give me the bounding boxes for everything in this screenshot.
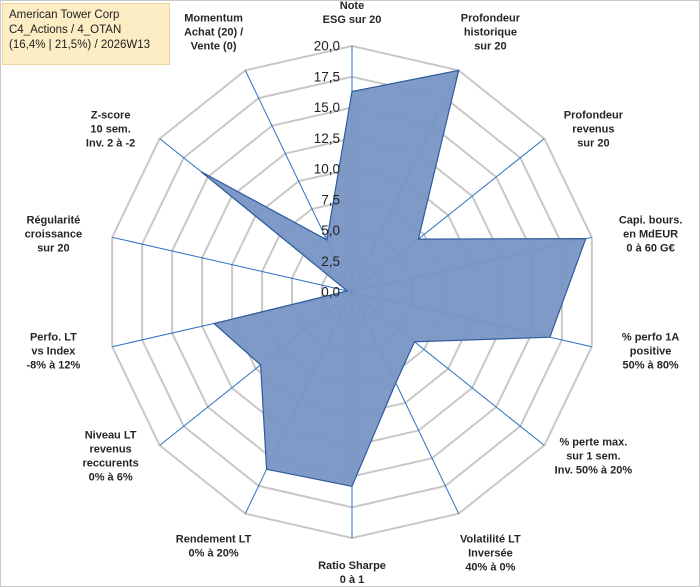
axis-label-0: Note ESG sur 20 (323, 0, 382, 26)
axis-label-line: 50% à 80% (622, 359, 678, 371)
axis-label-line: Capi. bours. (619, 215, 683, 227)
axis-label-line: 0 à 60 G€ (626, 243, 674, 255)
axis-label-line: sur 20 (577, 138, 609, 150)
axis-label-line: revenus (89, 443, 131, 455)
axis-label-line: Z-score (91, 110, 131, 122)
axis-label-line: ESG sur 20 (323, 14, 382, 26)
axis-label-line: Vente (0) (191, 41, 237, 53)
title-line-company: American Tower Corp (9, 9, 120, 21)
axis-label-line: Inv. 50% à 20% (555, 464, 633, 476)
axis-label-line: Profondeur (461, 13, 521, 25)
axis-label-line: % perte max. (559, 436, 627, 448)
axis-label-line: historique (464, 27, 517, 39)
axis-label-9: Niveau LT revenus reccurents 0% à 6% (82, 429, 138, 483)
axis-label-line: sur 20 (37, 243, 69, 255)
axis-label-line: Note (340, 0, 364, 12)
axis-label-line: revenus (572, 124, 614, 136)
axis-label-line: -8% à 12% (26, 359, 80, 371)
axis-label-line: positive (630, 345, 672, 357)
chart-title-box: American Tower Corp C4_Actions / 4_OTAN … (2, 3, 170, 65)
tick-label: 12,5 (314, 131, 340, 146)
axis-label-line: Profondeur (564, 110, 624, 122)
tick-label: 20,0 (314, 39, 340, 54)
radial-tick-labels: 0,0 2,5 5,0 7,5 10,0 12,5 15,0 17,5 20,0 (314, 39, 340, 300)
axis-label-line: 0% à 6% (89, 471, 133, 483)
axis-label-line: Régularité (27, 215, 81, 227)
axis-label-line: % perfo 1A (622, 331, 680, 343)
axis-label-line: 10 sem. (90, 124, 130, 136)
axis-label-line: Niveau LT (85, 429, 137, 441)
axis-label-line: Volatilité LT (460, 534, 521, 546)
axis-label-line: Inv. 2 à -2 (86, 138, 135, 150)
axis-labels: Note ESG sur 20 Profondeur historique sur 20… (25, 0, 683, 586)
radar-series (200, 69, 587, 487)
axis-label-line: reccurents (82, 457, 138, 469)
axis-label-line: Rendement LT (176, 534, 252, 546)
axis-label-12: Z-score 10 sem. Inv. 2 à -2 (86, 110, 135, 150)
axis-label-line: Inversée (468, 548, 513, 560)
axis-label-line: Momentum (184, 13, 243, 25)
axis-label-3: Capi. bours. en MdEUR 0 à 60 G€ (619, 215, 683, 255)
axis-label-7: Ratio Sharpe 0 à 1 (318, 560, 386, 586)
axis-label-6: Volatilité LT Inversée 40% à 0% (460, 534, 521, 574)
axis-label-line: 0 à 1 (340, 574, 364, 586)
title-line-stats: (16,4% | 21,5%) / 2026W13 (9, 39, 151, 51)
axis-label-8: Rendement LT 0% à 20% (176, 534, 252, 560)
tick-label: 2,5 (321, 254, 340, 269)
tick-label: 5,0 (321, 223, 340, 238)
series-area (200, 69, 587, 487)
tick-label: 10,0 (314, 162, 340, 177)
axis-label-line: vs Index (31, 345, 76, 357)
axis-label-13: Momentum Achat (20) / Vente (0) (184, 13, 243, 53)
title-line-category: C4_Actions / 4_OTAN (9, 24, 122, 36)
tick-label: 17,5 (314, 69, 340, 84)
axis-label-10: Perfo. LT vs Index -8% à 12% (26, 331, 80, 371)
axis-label-line: sur 1 sem. (566, 450, 620, 462)
tick-label: 7,5 (321, 192, 340, 207)
spoke-11 (112, 236, 353, 293)
tick-label: 15,0 (314, 100, 340, 115)
axis-label-line: en MdEUR (623, 229, 678, 241)
axis-label-4: % perfo 1A positive 50% à 80% (622, 331, 680, 371)
axis-label-line: 40% à 0% (465, 562, 515, 574)
axis-label-line: 0% à 20% (189, 548, 239, 560)
axis-label-line: croissance (25, 229, 82, 241)
tick-label: 0,0 (321, 285, 340, 300)
axis-label-5: % perte max. sur 1 sem. Inv. 50% à 20% (555, 436, 633, 476)
axis-label-line: Ratio Sharpe (318, 560, 386, 572)
axis-label-line: Perfo. LT (30, 331, 77, 343)
axis-label-11: Régularité croissance sur 20 (25, 215, 82, 255)
axis-label-line: Achat (20) / (184, 27, 243, 39)
axis-label-1: Profondeur historique sur 20 (461, 13, 521, 53)
axis-label-line: sur 20 (474, 41, 506, 53)
axis-label-2: Profondeur revenus sur 20 (564, 110, 624, 150)
